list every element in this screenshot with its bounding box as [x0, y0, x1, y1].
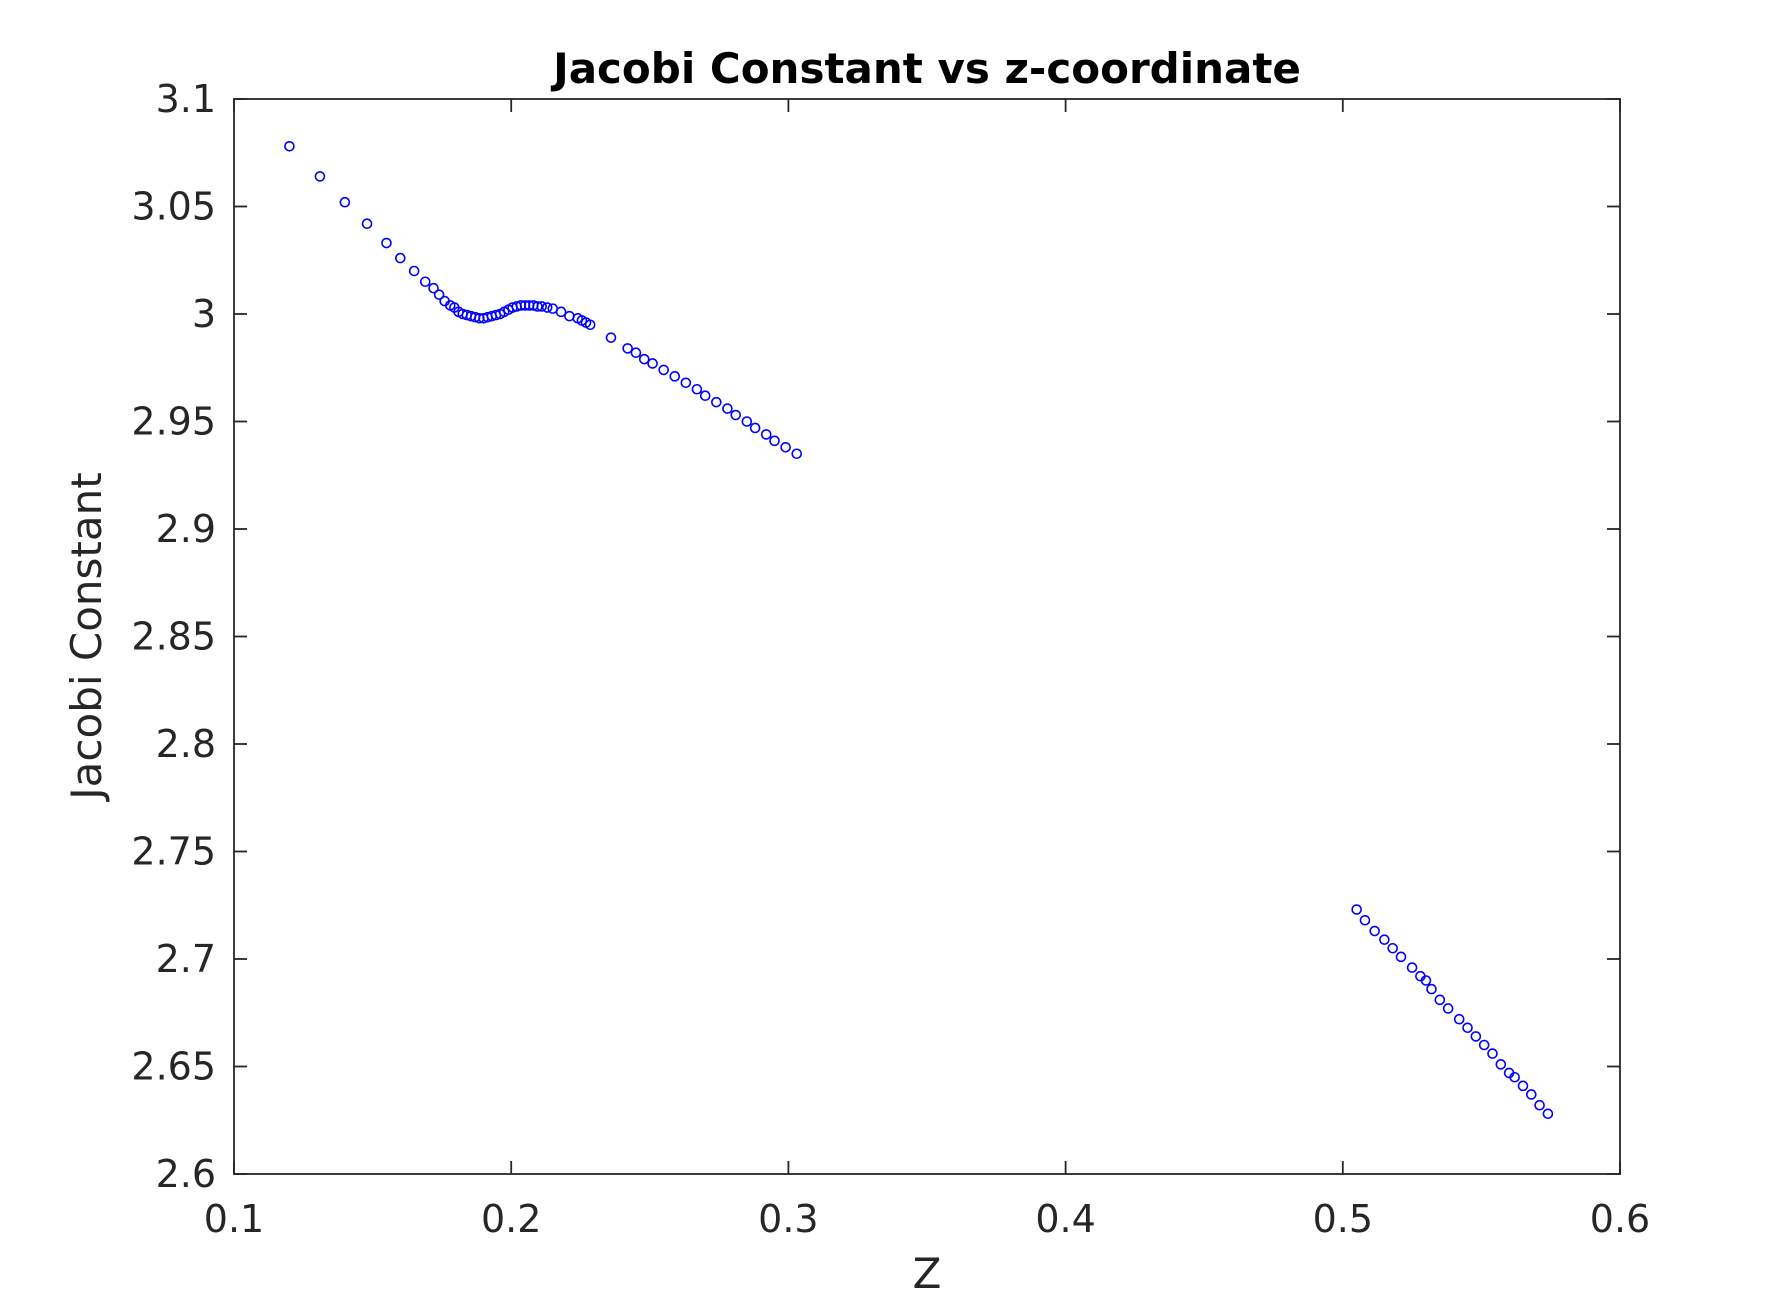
data-point [658, 364, 669, 376]
plot-area [233, 98, 1621, 1175]
y-tick-label: 2.6 [156, 1152, 216, 1196]
data-point [691, 383, 703, 395]
data-point [1387, 942, 1398, 954]
y-tick-label: 2.65 [131, 1045, 216, 1089]
data-point [1442, 1003, 1454, 1014]
data-point [428, 282, 439, 294]
data-point [1434, 994, 1446, 1006]
y-tick-label: 3 [192, 292, 216, 336]
y-tick-label: 3.05 [131, 185, 216, 229]
data-point [1525, 1089, 1537, 1100]
data-point [1379, 934, 1390, 945]
data-point [622, 343, 633, 354]
y-tick-label: 3.1 [156, 77, 216, 121]
data-point [647, 358, 658, 369]
data-point [699, 390, 711, 402]
data-point [741, 416, 753, 427]
data-point [605, 332, 617, 343]
data-point [1395, 951, 1407, 963]
data-point [760, 429, 772, 440]
data-point [1517, 1080, 1529, 1092]
data-point [1351, 904, 1362, 915]
y-tick-label: 2.7 [156, 937, 216, 981]
data-point [1420, 975, 1432, 986]
data-point [381, 237, 392, 249]
x-tick-label: 0.5 [1313, 1197, 1373, 1241]
y-tick-label: 2.75 [131, 830, 216, 874]
x-axis-label: Z [913, 1249, 942, 1298]
data-point [1534, 1099, 1545, 1111]
data-point [433, 289, 445, 300]
y-tick-label: 2.85 [131, 615, 216, 659]
data-point [584, 319, 596, 331]
data-point [532, 301, 543, 312]
data-point [284, 141, 295, 152]
x-tick-label: 0.2 [481, 1197, 541, 1241]
data-point [1470, 1031, 1482, 1042]
ticks: 0.1 0.2 0.3 0.4 0.5 0.6 2.6 2.65 2.7 2.75 2.8 2.85 2… [131, 77, 1650, 1241]
data-point [536, 301, 547, 312]
data-point [541, 302, 553, 313]
chart-title: Jacobi Constant vs z-coordinate [550, 44, 1301, 93]
y-tick-label: 2.9 [156, 507, 216, 551]
data-point [791, 448, 803, 460]
data-point [1495, 1059, 1507, 1070]
y-axis-label: Jacobi Constant [62, 472, 111, 802]
y-tick-label: 2.95 [131, 400, 216, 444]
data-point [1426, 983, 1437, 995]
markers [284, 141, 1554, 1120]
data-point [1359, 914, 1371, 926]
x-tick-label: 0.4 [1035, 1197, 1095, 1241]
x-tick-label: 0.6 [1590, 1197, 1650, 1241]
data-point [1478, 1039, 1490, 1051]
data-point [638, 353, 650, 365]
data-point [1509, 1071, 1520, 1083]
data-point [1369, 925, 1380, 937]
data-point [630, 347, 642, 359]
y-tick-label: 2.8 [156, 722, 216, 766]
x-tick-label: 0.3 [758, 1197, 818, 1241]
data-point [395, 252, 406, 264]
data-point [711, 396, 722, 408]
data-point [669, 371, 681, 382]
data-point [1487, 1048, 1498, 1059]
data-point [339, 196, 351, 208]
data-point [769, 435, 780, 447]
data-point [1462, 1022, 1473, 1034]
data-point [749, 422, 761, 434]
data-point [555, 306, 567, 318]
data-point [314, 171, 326, 182]
data-point [361, 218, 373, 229]
data-point [419, 276, 431, 288]
data-point [1542, 1108, 1554, 1120]
data-point [1453, 1013, 1465, 1025]
data-point [680, 377, 692, 389]
data-point [730, 409, 742, 421]
x-tick-label: 0.1 [204, 1197, 264, 1241]
data-point [1406, 962, 1418, 973]
data-point [722, 403, 733, 414]
data-point [408, 265, 420, 277]
data-point [780, 441, 791, 453]
